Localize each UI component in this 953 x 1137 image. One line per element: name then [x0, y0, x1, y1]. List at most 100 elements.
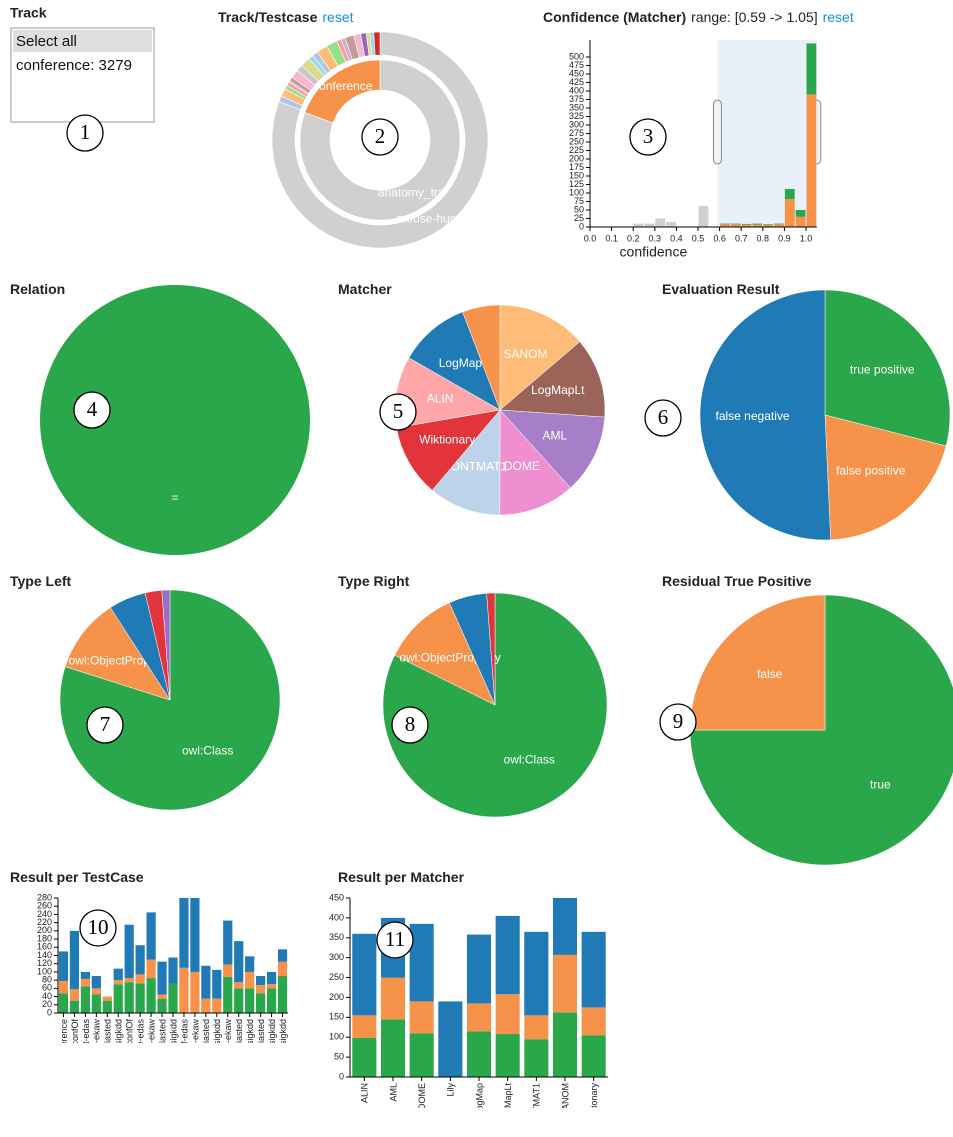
- slice-label: AML: [542, 429, 567, 443]
- y-tick-label: 100: [37, 966, 52, 976]
- bar-segment: [409, 923, 434, 1002]
- reset-link[interactable]: reset: [823, 9, 854, 25]
- title-text: Residual True Positive: [662, 573, 812, 589]
- x-tick-label: 0.0: [584, 233, 597, 243]
- histogram-bar: [698, 205, 709, 227]
- x-tick-label: edas-iasted: [234, 1019, 244, 1066]
- brush-handle[interactable]: [712, 99, 722, 165]
- reset-link[interactable]: reset: [322, 9, 353, 25]
- chart-title: Result per Matcher: [338, 869, 465, 885]
- bar-segment: [212, 998, 222, 1013]
- pie-slice: [64, 607, 171, 701]
- title-text: Type Left: [10, 573, 72, 589]
- bar-segment: [438, 1001, 463, 1077]
- ring-slice: [373, 31, 381, 56]
- step-marker: [391, 706, 429, 744]
- bar-segment: [234, 982, 244, 989]
- y-tick-label: 250: [569, 136, 584, 146]
- x-tick-label: cmt-edas: [81, 1019, 91, 1057]
- x-tick-label: conference-sigkdd: [168, 1019, 178, 1093]
- bar-segment: [223, 964, 233, 977]
- x-tick-label: 0.3: [649, 233, 662, 243]
- track-title: Track: [10, 5, 47, 21]
- bar-segment: [201, 965, 211, 999]
- bar-segment: [352, 933, 377, 1016]
- x-tick-label: 0.7: [735, 233, 748, 243]
- title-text: Evaluation Result: [662, 281, 780, 297]
- chart-title: Residual True Positive: [662, 573, 812, 589]
- step-marker: [659, 703, 697, 741]
- histogram-bar: [784, 199, 795, 227]
- bar-segment: [380, 977, 406, 1020]
- ring-label: anatomy_track: [378, 185, 458, 199]
- histogram-bar: [730, 224, 741, 227]
- x-tick-labels: ALIN AML DOME Lily LogMap LogMapLt ONTMAT1 SANO…: [360, 1083, 599, 1116]
- y-tick-label: 500: [569, 51, 584, 61]
- y-tick-label: 300: [569, 119, 584, 129]
- bar-segment: [581, 1007, 606, 1036]
- bar-segment: [495, 1034, 520, 1077]
- title-text: Matcher: [338, 281, 392, 297]
- x-tick-label: confOf-ekaw: [190, 1019, 200, 1070]
- bar-segment: [245, 971, 255, 989]
- y-tick-label: 120: [37, 958, 52, 968]
- step-marker: [66, 114, 104, 152]
- title-text: Track/Testcase: [218, 9, 318, 25]
- y-tick-label: 0: [47, 1007, 52, 1017]
- histogram-bar: [752, 223, 763, 225]
- bar-segment: [552, 1012, 578, 1077]
- pie-slice: [499, 409, 606, 489]
- bar-segment: [157, 994, 167, 999]
- chart-title: Result per TestCase: [10, 869, 144, 885]
- x-tick-label: LogMap: [474, 1083, 484, 1116]
- histogram-bar: [806, 94, 817, 228]
- bar-segment: [212, 969, 222, 999]
- slice-label: false: [757, 667, 783, 681]
- x-tick-label: 1.0: [800, 233, 813, 243]
- x-tick-label: 0.5: [692, 233, 705, 243]
- x-tick-label: cmt-sigkdd: [114, 1019, 124, 1063]
- y-tick-label: 450: [569, 68, 584, 78]
- step-marker: [376, 921, 414, 959]
- slice-label: false positive: [836, 463, 906, 477]
- histogram-bar: [644, 223, 655, 227]
- bar-segment: [190, 898, 200, 972]
- histogram-bar: [741, 224, 752, 227]
- y-tick-label: 100: [569, 187, 584, 197]
- bar-segment: [190, 971, 200, 1013]
- x-tick-label: Lily: [446, 1083, 456, 1097]
- y-tick-label: 325: [569, 111, 584, 121]
- y-tick-label: 25: [574, 213, 584, 223]
- bar-segment: [69, 930, 80, 990]
- step-marker-label: 2: [375, 124, 386, 148]
- y-tick-label: 125: [569, 179, 584, 189]
- x-tick-label: confOf-sigkdd: [212, 1019, 222, 1075]
- bar-segment: [102, 1000, 112, 1013]
- slice-label: LogMap: [439, 356, 483, 370]
- histogram-bar: [784, 188, 795, 200]
- bar-segment: [524, 931, 549, 1016]
- slice-label: LogMapLt: [531, 383, 585, 397]
- y-tick-label: 100: [329, 1032, 344, 1042]
- pie-slice: [394, 602, 496, 706]
- bar-segment: [266, 984, 277, 989]
- y-tick-label: 150: [569, 170, 584, 180]
- bar-segment: [352, 1015, 377, 1039]
- ring-slice: [304, 59, 381, 124]
- listbox-item[interactable]: conference: 3279: [16, 57, 132, 74]
- listbox-item[interactable]: Select all: [16, 33, 77, 50]
- y-tick-label: 260: [37, 901, 52, 911]
- x-tick-label: cmt-conference: [59, 1019, 69, 1081]
- slice-label: Wiktionary: [419, 432, 475, 446]
- x-tick-label: DOME: [417, 1083, 427, 1110]
- bar-segment: [581, 931, 606, 1008]
- x-tick-label: 0.8: [757, 233, 770, 243]
- bar-segment: [277, 961, 288, 977]
- x-tick-label: ekaw-iasted: [256, 1019, 266, 1067]
- y-tick-label: 200: [569, 153, 584, 163]
- x-tick-label: iasted-sigkdd: [278, 1019, 288, 1072]
- step-marker: [73, 391, 111, 429]
- y-tick-label: 140: [37, 950, 52, 960]
- bar-segment: [168, 957, 178, 984]
